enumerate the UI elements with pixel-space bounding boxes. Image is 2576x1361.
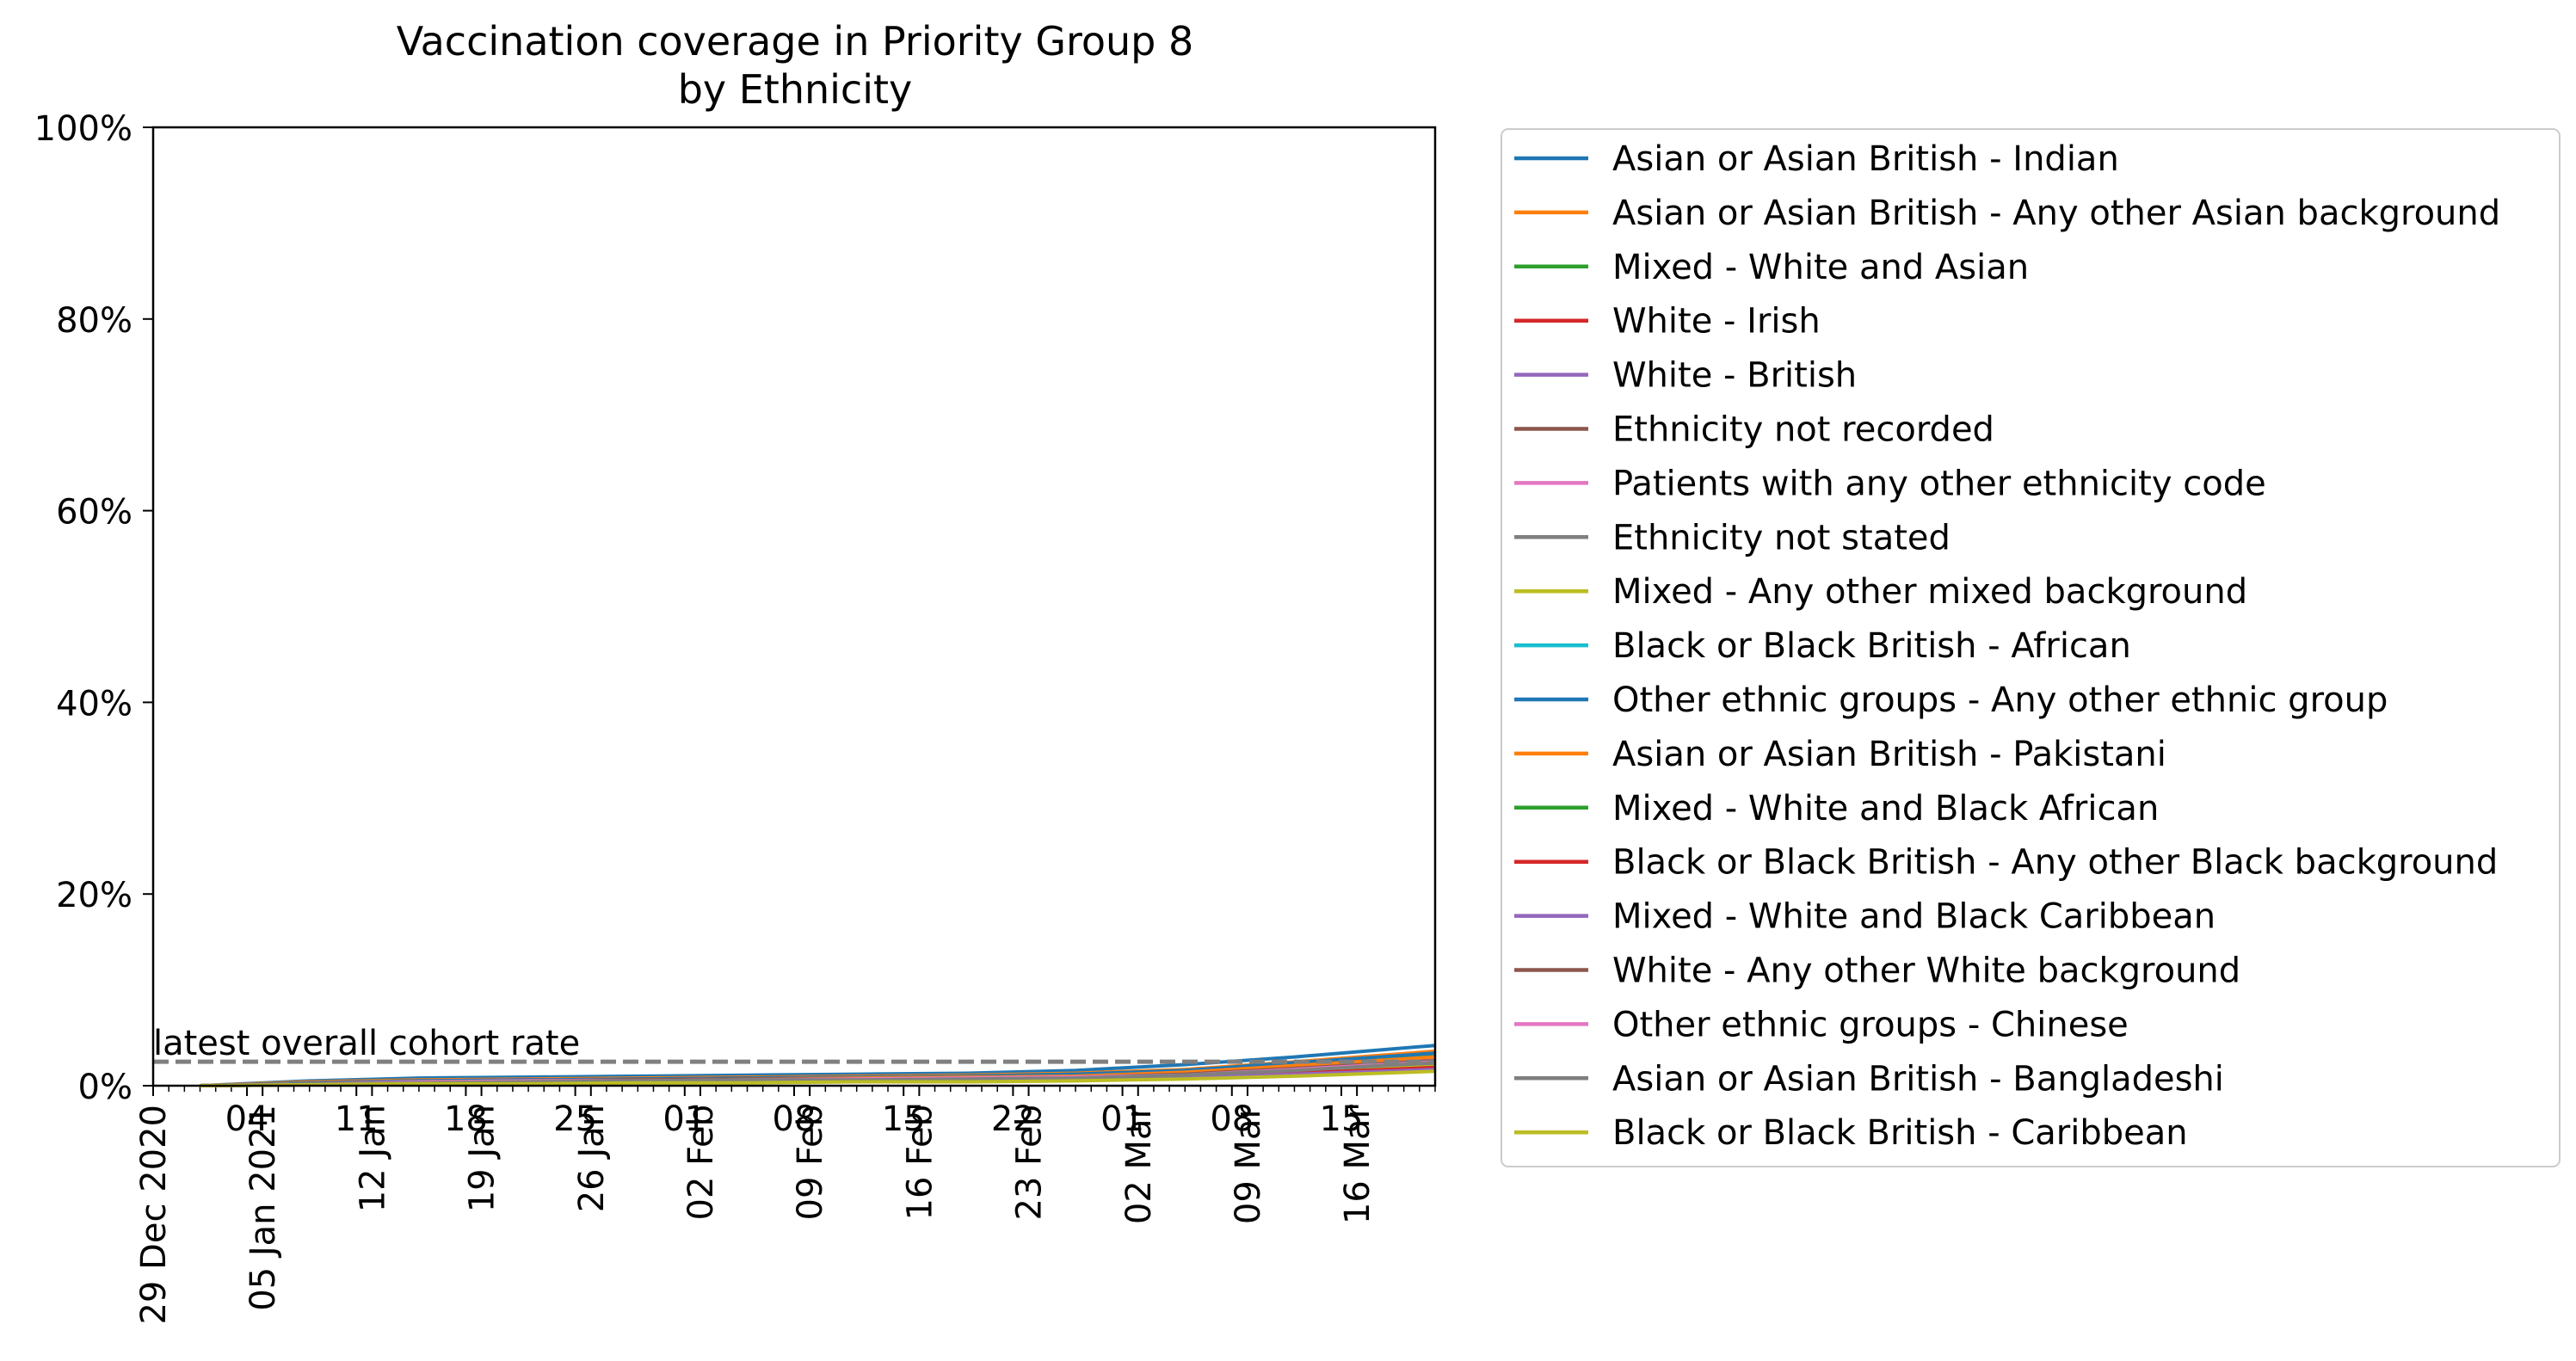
x-tick-label-major: 19 Jan <box>463 1105 502 1212</box>
legend-entry: Mixed - White and Black Caribbean <box>1612 897 2215 937</box>
x-tick-label-minor: 15 <box>1320 1099 1364 1139</box>
legend-entry: Asian or Asian British - Indian <box>1612 139 2119 179</box>
legend-entry: White - Irish <box>1612 302 1821 342</box>
legend-entry: Black or Black British - African <box>1612 626 2131 666</box>
legend-entry: White - British <box>1612 356 1857 396</box>
x-tick-label-minor: 22 <box>991 1099 1035 1139</box>
x-tick-label-minor: 01 <box>1100 1099 1144 1139</box>
legend-entry: Asian or Asian British - Pakistani <box>1612 735 2166 774</box>
axes-frame <box>151 126 1437 1087</box>
y-tick-label: 20% <box>56 876 132 915</box>
y-tick-label: 100% <box>34 109 132 149</box>
x-tick-label-major: 26 Jan <box>572 1105 612 1212</box>
legend-entry: Other ethnic groups - Any other ethnic g… <box>1612 680 2388 720</box>
legend-entry: Ethnicity not recorded <box>1612 410 1994 450</box>
x-tick-label-major: 16 Feb <box>900 1105 940 1220</box>
legend-entry: White - Any other White background <box>1612 951 2240 991</box>
chart-title: Vaccination coverage in Priority Group 8… <box>397 18 1194 113</box>
legend-entry: Mixed - White and Black African <box>1612 789 2159 828</box>
y-tick-label: 60% <box>56 493 132 533</box>
legend: Asian or Asian British - Indian Asian or … <box>1501 128 2561 1167</box>
x-tick-label-major: 02 Mar <box>1119 1104 1159 1224</box>
legend-entry: Black or Black British - Any other Black… <box>1612 843 2498 883</box>
x-tick-label-minor: 25 <box>553 1099 597 1139</box>
x-tick-label-major: 02 Feb <box>681 1105 721 1220</box>
y-tick-label: 0% <box>78 1068 132 1107</box>
legend-entry: Other ethnic groups - Chinese <box>1612 1005 2129 1044</box>
x-tick-label-minor: 08 <box>773 1099 817 1139</box>
chart-title-line: Vaccination coverage in Priority Group 8 <box>397 18 1194 65</box>
legend-entry: Black or Black British - Caribbean <box>1612 1113 2188 1153</box>
legend-entry: Asian or Asian British - Any other Asian… <box>1612 194 2500 233</box>
y-tick-label: 80% <box>56 301 132 341</box>
x-tick-label-minor: 08 <box>1210 1099 1254 1139</box>
x-tick-label-minor: 15 <box>882 1099 926 1139</box>
x-tick-label-major: 12 Jan <box>353 1105 392 1212</box>
x-tick-label-minor: 04 <box>225 1099 269 1139</box>
x-tick-label-minor: 18 <box>444 1099 488 1139</box>
x-tick-label-major: 09 Feb <box>791 1105 830 1220</box>
x-tick-label-major: 16 Mar <box>1338 1104 1377 1224</box>
legend-entry: Mixed - Any other mixed background <box>1612 572 2247 612</box>
legend-entry: Mixed - White and Asian <box>1612 248 2029 287</box>
y-tick-label: 40% <box>56 684 132 724</box>
x-tick-label-major: 05 Jan 2021 <box>243 1105 283 1311</box>
chart-title-line: by Ethnicity <box>678 66 913 113</box>
legend-entry: Asian or Asian British - Bangladeshi <box>1612 1059 2224 1099</box>
series-line-19 <box>200 1069 1436 1087</box>
legend-entry: Ethnicity not stated <box>1612 518 1950 557</box>
x-tick-label-minor: 11 <box>335 1099 379 1139</box>
series-line-1 <box>200 1044 1436 1087</box>
x-tick-label-minor: 01 <box>662 1099 706 1139</box>
x-tick-label-major: 09 Mar <box>1229 1104 1268 1224</box>
legend-box <box>1501 128 2561 1167</box>
x-tick-label-major: 23 Feb <box>1010 1105 1050 1220</box>
x-tick-label-major: 29 Dec 2020 <box>134 1105 174 1325</box>
legend-entry: Patients with any other ethnicity code <box>1612 464 2266 503</box>
overall-cohort-rate-annotation: latest overall cohort rate <box>153 1024 580 1063</box>
